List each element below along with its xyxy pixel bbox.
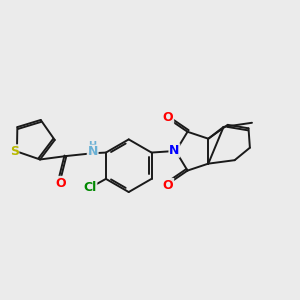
Text: O: O — [163, 178, 173, 192]
Text: S: S — [10, 145, 19, 158]
Text: O: O — [56, 176, 66, 190]
Text: N: N — [169, 144, 180, 157]
Text: N: N — [88, 146, 98, 158]
Text: O: O — [163, 111, 173, 124]
Text: Cl: Cl — [83, 182, 97, 194]
Text: H: H — [88, 141, 97, 151]
